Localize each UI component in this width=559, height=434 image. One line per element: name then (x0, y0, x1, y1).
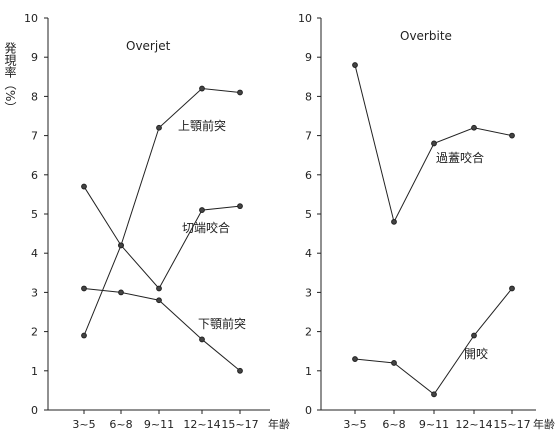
y-tick-label: 6 (31, 169, 38, 182)
data-point (471, 332, 477, 339)
series-label: 上顎前突 (178, 118, 226, 133)
data-point (352, 62, 358, 68)
y-tick-label: 0 (31, 404, 38, 417)
y-tick-label: 7 (305, 130, 312, 143)
x-tick-label: 6~8 (109, 418, 132, 431)
data-point (156, 124, 162, 131)
data-point (431, 391, 437, 398)
data-point (509, 132, 515, 139)
y-tick-label: 9 (305, 51, 312, 64)
x-tick-label: 9~11 (419, 418, 449, 431)
x-tick-label: 12~14 (183, 418, 220, 431)
x-tick-label: 9~11 (144, 418, 174, 431)
data-point (237, 367, 243, 374)
data-point (237, 89, 243, 96)
data-point (509, 285, 515, 292)
series-label: 過蓋咬合 (436, 150, 484, 165)
series-label: 切端咬合 (182, 220, 230, 235)
data-point (471, 124, 477, 131)
series-line (83, 186, 241, 290)
data-point (156, 285, 162, 292)
series-label: 下顎前突 (198, 316, 246, 331)
y-tick-label: 0 (305, 404, 312, 417)
y-tick-label: 3 (31, 286, 38, 299)
overbite-panel: Overbite 年齢 0 1 2 3 4 5 6 7 8 9 10 3~5 6~8 9~11 12~14… (298, 12, 555, 431)
y-tick-label: 5 (31, 208, 38, 221)
y-tick-label: 4 (31, 247, 38, 260)
overjet-ylabel: 発現率（%） (3, 42, 17, 114)
y-tick-label: 1 (305, 365, 312, 378)
data-point (199, 85, 205, 92)
y-tick-label: 2 (31, 326, 38, 339)
x-tick-label: 12~14 (455, 418, 492, 431)
y-tick-label: 7 (31, 130, 38, 143)
y-tick-label: 8 (31, 90, 38, 103)
data-point (81, 183, 87, 190)
y-tick-label: 6 (305, 169, 312, 182)
y-tick-label: 4 (305, 247, 312, 260)
data-point (352, 356, 358, 362)
data-point (118, 289, 124, 296)
series-line (354, 288, 513, 396)
data-point (156, 297, 162, 304)
data-point (431, 140, 437, 147)
x-tick-label: 6~8 (382, 418, 405, 431)
x-tick-label: 15~17 (221, 418, 258, 431)
x-tick-label: 3~5 (72, 418, 95, 431)
y-tick-label: 10 (24, 12, 38, 25)
y-tick-label: 3 (305, 286, 312, 299)
y-tick-label: 9 (31, 51, 38, 64)
data-point (118, 242, 124, 249)
x-tick-label: 3~5 (343, 418, 366, 431)
series-label: 開咬 (464, 346, 488, 361)
x-tick-label: 15~17 (493, 418, 530, 431)
y-tick-label: 5 (305, 208, 312, 221)
y-tick-label: 1 (31, 365, 38, 378)
y-tick-label: 2 (305, 326, 312, 339)
data-point (81, 285, 87, 292)
data-point (81, 332, 87, 339)
overbite-x-axis-label: 年齢 (533, 417, 555, 431)
overjet-title: Overjet (126, 39, 171, 53)
overjet-ylabel-text: 発現率（%） (3, 42, 17, 114)
y-tick-label: 10 (298, 12, 312, 25)
overjet-panel: Overjet 発現率（%） 年齢 0 1 2 3 4 5 6 7 8 9 10 3~5 6~8 9~1… (3, 12, 290, 431)
data-point (391, 218, 397, 225)
data-point (237, 203, 243, 210)
data-point (391, 360, 397, 366)
overjet-x-axis-label: 年齢 (268, 417, 290, 431)
overbite-title: Overbite (400, 29, 452, 43)
y-tick-label: 8 (305, 90, 312, 103)
data-point (199, 207, 205, 213)
data-point (199, 336, 205, 343)
